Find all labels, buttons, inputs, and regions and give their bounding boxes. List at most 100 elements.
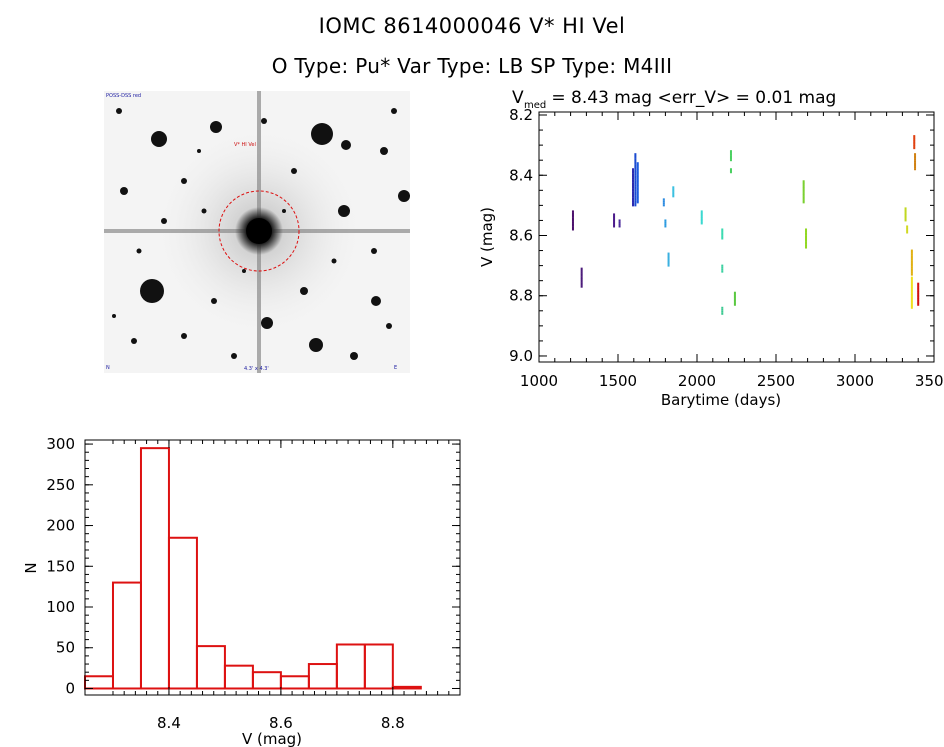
light-curve-y-label: V (mag) (478, 207, 496, 267)
light-curve-point (662, 204, 665, 207)
light-curve-point (805, 230, 808, 233)
histogram-frame (84, 439, 461, 696)
light-curve-point (913, 136, 916, 139)
light-curve-point (634, 158, 637, 161)
histogram-bar (251, 671, 282, 690)
light-curve-point (910, 297, 913, 300)
light-curve-point (634, 193, 637, 196)
chart-subtitle: O Type: Pu* Var Type: LB SP Type: M4III (271, 54, 673, 78)
light-curve-point (632, 191, 635, 194)
light-curve-point (632, 175, 635, 178)
light-curve-point (618, 219, 621, 222)
light-curve-point (802, 187, 805, 190)
light-curve-point (618, 221, 621, 224)
light-curve-point (580, 271, 583, 274)
light-curve-point (613, 225, 616, 228)
light-curve-point (613, 215, 616, 218)
light-curve-point (636, 181, 639, 184)
histogram-y-tick-label: 250 (46, 476, 75, 494)
light-curve-point (913, 135, 916, 138)
light-curve-point (580, 269, 583, 272)
histogram-y-label: N (22, 562, 40, 573)
light-curve-point (802, 183, 805, 186)
light-curve-point (636, 185, 639, 188)
light-curve-point (636, 163, 639, 166)
light-curve-point (802, 197, 805, 200)
light-curve-point (802, 182, 805, 185)
light-curve-point (613, 213, 616, 216)
light-curve-point (632, 193, 635, 196)
light-curve-point (721, 232, 724, 235)
light-curve-point (571, 221, 574, 224)
light-curve-x-label: Barytime (days) (661, 391, 781, 409)
light-curve-point (729, 169, 732, 172)
histogram-bar (307, 663, 338, 690)
light-curve-title-sub: med (524, 100, 546, 111)
light-curve-point (917, 296, 920, 299)
light-curve-point (910, 268, 913, 271)
light-curve-point (571, 224, 574, 227)
light-curve-point (634, 162, 637, 165)
light-curve-point (906, 225, 909, 228)
light-curve-point (802, 190, 805, 193)
light-curve-point (634, 164, 637, 167)
light-curve-point (580, 278, 583, 281)
light-curve-point (672, 191, 675, 194)
light-curve-point (917, 302, 920, 305)
light-curve-point (910, 255, 913, 258)
light-curve-point (904, 207, 907, 210)
light-curve-point (667, 252, 670, 255)
light-curve-point (636, 197, 639, 200)
light-curve-point (910, 289, 913, 292)
histogram-bar (223, 664, 254, 690)
light-curve-point (910, 306, 913, 309)
light-curve-point (672, 195, 675, 198)
light-curve-point (636, 188, 639, 191)
light-curve-point (733, 296, 736, 299)
light-curve-point (634, 197, 637, 200)
light-curve-point (914, 162, 917, 165)
light-curve-point (805, 244, 808, 247)
light-curve-x-tick-label: 3000 (836, 372, 874, 390)
light-curve-point (632, 197, 635, 200)
target-circle (218, 190, 300, 272)
light-curve-x-tick-label: 2000 (678, 372, 716, 390)
light-curve-point (613, 216, 616, 219)
light-curve-point (700, 213, 703, 216)
light-curve-point (632, 177, 635, 180)
light-curve-point (634, 202, 637, 205)
light-curve-point (721, 312, 724, 315)
light-curve-point (802, 201, 805, 204)
light-curve-point (914, 155, 917, 158)
light-curve-point (634, 198, 637, 201)
light-curve-title: V med = 8.43 mag <err_V> = 0.01 mag (512, 88, 836, 111)
light-curve-point (571, 215, 574, 218)
light-curve-point (664, 219, 667, 222)
light-curve-point (632, 184, 635, 187)
light-curve-point (700, 210, 703, 213)
light-curve-point (913, 138, 916, 141)
light-curve-point (632, 168, 635, 171)
light-curve-point (580, 267, 583, 270)
light-curve-point (580, 273, 583, 276)
light-curve-point (914, 153, 917, 156)
light-curve-point (672, 193, 675, 196)
light-curve-point (632, 180, 635, 183)
light-curve-x-tick-label: 2500 (757, 372, 795, 390)
light-curve-point (634, 165, 637, 168)
light-curve-point (571, 219, 574, 222)
light-curve-point (802, 185, 805, 188)
light-curve-title-rest: = 8.43 mag <err_V> = 0.01 mag (546, 88, 836, 108)
light-curve-point (700, 222, 703, 225)
stellar-field-image: POSS-DSS red V* HI Vel 4.3' x 4.3' N E (104, 91, 410, 373)
light-curve-point (634, 191, 637, 194)
chart-title: IOMC 8614000046 V* HI Vel (318, 14, 626, 38)
light-curve-point (910, 256, 913, 259)
light-curve-point (634, 195, 637, 198)
light-curve-x-tick-label: 3500 (915, 372, 944, 390)
light-curve-point (580, 274, 583, 277)
histogram-y-tick-label: 50 (56, 639, 75, 657)
light-curve-point (914, 166, 917, 169)
light-curve-chart: V med = 8.43 mag <err_V> = 0.01 mag 1000… (478, 88, 944, 409)
histogram-y-tick-label: 200 (46, 517, 75, 535)
